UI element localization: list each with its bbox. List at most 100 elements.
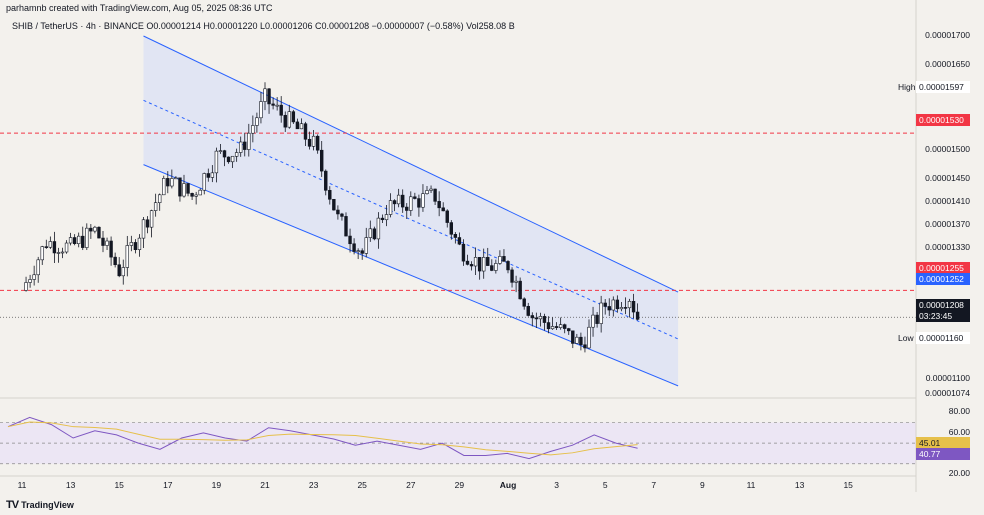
candle-body <box>291 111 296 123</box>
candles-group <box>24 82 640 353</box>
candle-body <box>32 274 36 280</box>
candle-body <box>178 177 182 197</box>
time-tick-label: 3 <box>554 480 559 490</box>
candle-body <box>48 241 53 248</box>
candle-body <box>530 315 535 319</box>
candle-body <box>396 194 401 205</box>
candle-body <box>137 237 142 250</box>
candle-body <box>218 150 223 152</box>
author-credit: parhamnb created with TradingView.com, A… <box>6 3 273 13</box>
candle-body <box>198 189 202 196</box>
price-tick-label: 0.00001410 <box>925 195 970 206</box>
candle-body <box>247 132 251 150</box>
candle-body <box>433 188 437 202</box>
candle-body <box>360 250 364 254</box>
channel-upper-line[interactable] <box>143 35 679 293</box>
candle-body <box>190 193 194 197</box>
candle-body <box>202 173 206 191</box>
candle-body <box>332 198 336 211</box>
candle-body <box>542 316 547 323</box>
channel-lower-line[interactable] <box>143 164 679 387</box>
candle-body <box>336 209 340 215</box>
candle-body <box>174 177 178 180</box>
candle-body <box>603 302 607 307</box>
candle-body <box>170 178 174 187</box>
candle-body <box>259 101 263 119</box>
candle-body <box>105 240 109 246</box>
candle-body <box>591 314 595 328</box>
candle-body <box>93 226 97 232</box>
candle-body <box>28 279 32 283</box>
candle-body <box>158 194 162 203</box>
candle-body <box>510 269 514 283</box>
symbol-info-line[interactable]: SHIB / TetherUS · 4h · BINANCE O0.000012… <box>12 21 515 31</box>
candle-body <box>567 328 571 332</box>
resistance-bottom-badge: 0.00001255 <box>916 262 970 274</box>
candle-body <box>40 246 44 261</box>
candle-body <box>239 141 243 153</box>
price-tick-label: 0.00001700 <box>925 30 970 40</box>
price-tick-label: 0.00001650 <box>925 58 970 69</box>
price-tick-label: 0.00001330 <box>925 241 970 252</box>
candle-body <box>263 88 267 102</box>
candle-body <box>230 155 235 163</box>
candle-body <box>409 196 413 211</box>
candle-body <box>607 306 611 311</box>
candle-body <box>97 226 101 239</box>
candle-body <box>538 316 543 320</box>
candle-body <box>52 241 57 254</box>
candle-body <box>575 336 579 344</box>
candle-body <box>125 245 130 268</box>
candle-body <box>206 173 210 178</box>
time-tick-label: 7 <box>651 480 657 490</box>
candle-body <box>162 178 166 196</box>
candle-body <box>68 237 73 244</box>
candle-body <box>311 135 316 147</box>
channel-edge-badge: 0.00001252 <box>916 273 970 285</box>
candle-body <box>388 200 393 215</box>
candle-body <box>279 104 283 116</box>
candle-body <box>319 149 324 172</box>
candle-body <box>72 237 77 244</box>
tradingview-logo[interactable]: TV TradingView <box>6 499 74 511</box>
time-tick-label: 21 <box>260 480 270 490</box>
candle-body <box>587 326 591 349</box>
candle-body <box>24 282 28 291</box>
candle-body <box>546 322 551 330</box>
candle-body <box>251 125 255 134</box>
candle-body <box>226 156 231 163</box>
candle-body <box>392 200 397 205</box>
candle-body <box>623 307 628 309</box>
price-tick-label: 0.00001500 <box>925 144 970 155</box>
candle-body <box>558 324 563 328</box>
candle-body <box>534 317 539 320</box>
candle-body <box>599 302 603 324</box>
candle-body <box>271 103 275 106</box>
candle-body <box>514 280 518 283</box>
candle-body <box>295 121 300 130</box>
candle-body <box>615 299 620 310</box>
candle-body <box>490 265 494 271</box>
candle-body <box>376 217 381 240</box>
candle-body <box>210 172 215 178</box>
candle-body <box>109 240 113 258</box>
rsi-tick-label: 80.00 <box>948 406 970 417</box>
candle-body <box>133 242 138 250</box>
candle-body <box>194 194 198 197</box>
candle-body <box>186 183 190 194</box>
time-tick-label: 27 <box>406 480 416 490</box>
candle-body <box>243 141 247 150</box>
candle-body <box>182 183 186 197</box>
candle-body <box>413 196 417 199</box>
time-tick-label: 13 <box>794 480 805 490</box>
candle-body <box>486 257 490 266</box>
candle-body <box>153 202 158 211</box>
rsi-ma-line <box>7 421 638 456</box>
rsi-value-badge: 40.77 <box>916 448 970 460</box>
candle-body <box>477 257 482 272</box>
candle-body <box>619 307 624 310</box>
candle-body <box>315 135 320 151</box>
candle-body <box>635 311 640 320</box>
candle-body <box>405 206 409 211</box>
